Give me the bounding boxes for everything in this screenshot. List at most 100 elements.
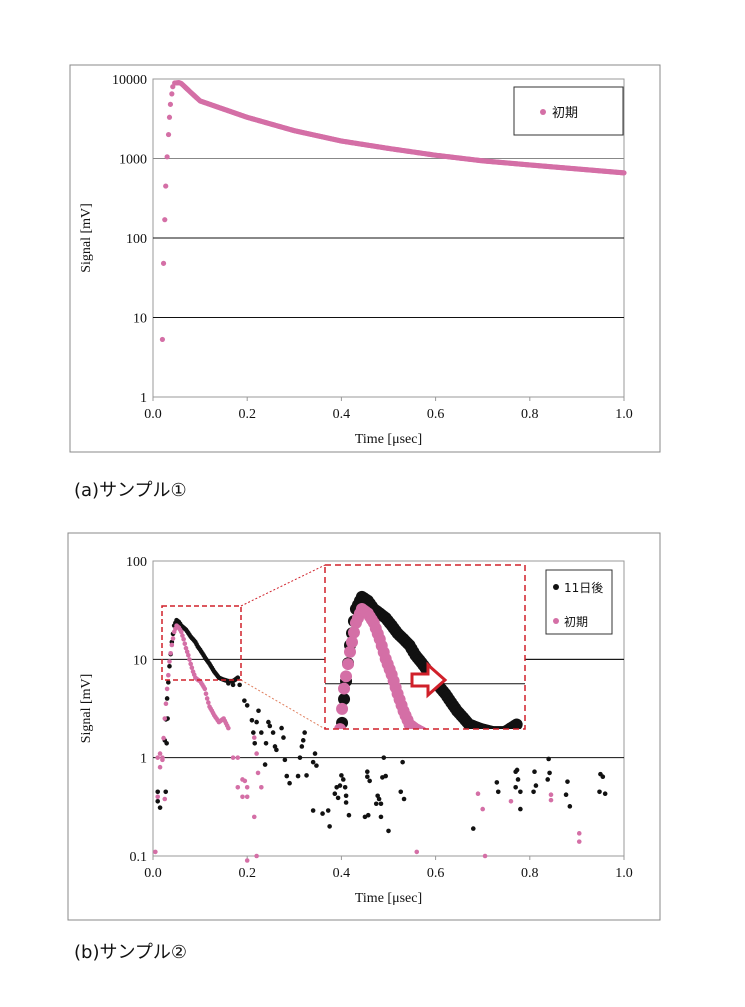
data-point-initial	[188, 661, 193, 667]
data-point-after-11-days	[230, 682, 236, 688]
data-point-initial	[178, 629, 184, 635]
data-point-initial	[480, 806, 486, 812]
inset-data-point	[510, 718, 523, 729]
inset-data-point	[338, 693, 351, 706]
x-axis-label: Time [μsec]	[355, 891, 422, 906]
data-point-initial	[166, 672, 171, 678]
data-point-initial	[230, 755, 236, 760]
data-point-after-11-days	[155, 798, 161, 804]
caption-b: (b)サンプル②	[74, 942, 188, 963]
y-tick-label: 10	[133, 653, 147, 668]
x-tick-label: 0.4	[333, 866, 351, 881]
data-point-after-11-days	[378, 814, 384, 820]
y-tick-label: 10	[133, 312, 147, 327]
data-point-initial	[548, 797, 554, 803]
data-point-initial	[203, 691, 209, 696]
data-point-after-11-days	[252, 740, 258, 746]
inset-data-point	[336, 702, 349, 715]
data-point-initial	[186, 652, 191, 658]
data-point-initial	[202, 686, 208, 692]
data-point-initial	[167, 659, 172, 664]
data-point-initial	[576, 831, 582, 836]
data-point-after-11-days	[163, 789, 169, 795]
data-point-initial	[168, 650, 173, 656]
data-point-after-11-days	[602, 791, 608, 797]
data-point-after-11-days	[282, 757, 288, 763]
shift-arrow-icon	[410, 661, 448, 699]
y-axis-label: Signal [mV]	[79, 203, 94, 273]
inset-box	[324, 564, 526, 730]
inset-data-point	[342, 658, 355, 671]
data-point-initial	[169, 642, 175, 648]
data-point-after-11-days	[343, 800, 349, 805]
data-point-initial	[153, 849, 158, 855]
data-point-after-11-days	[235, 675, 241, 681]
x-tick-label: 0.8	[521, 866, 539, 881]
data-point-initial	[206, 700, 211, 705]
data-point-after-11-days	[300, 738, 306, 743]
data-point-after-11-days	[262, 762, 268, 767]
data-point-initial	[482, 853, 488, 859]
legend-marker-initial	[540, 109, 546, 115]
x-tick-label: 0.6	[427, 407, 445, 422]
data-point-initial	[235, 755, 241, 760]
data-point-after-11-days	[398, 789, 404, 795]
data-point-initial	[157, 751, 163, 756]
data-point-after-11-days	[518, 806, 523, 812]
data-point-after-11-days	[514, 767, 520, 773]
data-point-initial	[475, 791, 481, 797]
data-point-initial	[155, 755, 161, 760]
y-tick-label: 1000	[119, 153, 147, 168]
data-point-after-11-days	[400, 759, 405, 765]
data-point-initial	[169, 91, 175, 97]
x-tick-label: 0.4	[333, 407, 351, 422]
x-axis-label: Time [μsec]	[355, 432, 422, 447]
data-point-after-11-days	[263, 740, 269, 746]
data-point-after-11-days	[513, 784, 518, 790]
data-point-after-11-days	[242, 698, 247, 703]
legend-marker-after-11-days	[553, 584, 559, 590]
inset-data-point	[340, 670, 353, 683]
legend-marker-initial	[553, 618, 559, 624]
data-point-after-11-days	[533, 783, 539, 788]
data-point-after-11-days	[279, 725, 284, 731]
data-point-after-11-days	[164, 696, 170, 701]
data-point-after-11-days	[367, 778, 372, 784]
y-tick-label: 1	[140, 752, 147, 767]
data-point-initial	[183, 645, 189, 651]
data-point-after-11-days	[249, 717, 255, 723]
data-point-initial	[621, 170, 627, 176]
data-point-initial	[163, 701, 169, 707]
data-point-after-11-days	[565, 779, 570, 784]
data-point-after-11-days	[597, 789, 602, 795]
data-point-initial	[259, 784, 264, 790]
data-point-after-11-days	[362, 814, 368, 820]
data-point-after-11-days	[600, 774, 606, 780]
data-point-after-11-days	[155, 789, 161, 795]
data-point-initial	[182, 641, 188, 646]
data-point-after-11-days	[251, 730, 256, 735]
x-tick-label: 0.2	[238, 407, 256, 422]
inset-data-point	[344, 645, 356, 658]
y-tick-label: 0.1	[130, 850, 148, 865]
data-point-initial	[164, 154, 170, 160]
data-point-initial	[508, 798, 514, 804]
data-point-after-11-days	[266, 719, 271, 725]
data-point-initial	[251, 814, 257, 820]
data-point-after-11-days	[314, 763, 319, 768]
data-point-after-11-days	[545, 777, 550, 782]
data-point-initial	[184, 649, 190, 654]
data-point-initial	[235, 784, 241, 790]
data-point-after-11-days	[365, 769, 370, 774]
data-point-after-11-days	[515, 777, 521, 782]
data-point-initial	[165, 131, 172, 138]
inset-data-point	[347, 626, 360, 639]
data-point-after-11-days	[365, 774, 370, 780]
data-point-initial	[244, 784, 250, 790]
data-point-after-11-days	[381, 755, 387, 760]
zoom-connector-line	[240, 564, 326, 607]
x-tick-label: 0.0	[144, 866, 162, 881]
inset-data-point	[338, 682, 351, 695]
zoom-region-box	[161, 605, 242, 681]
